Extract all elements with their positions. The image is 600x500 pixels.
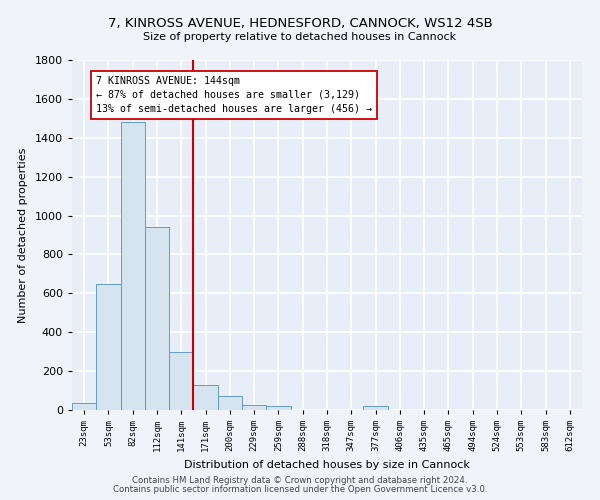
Bar xyxy=(145,227,169,410)
Text: Size of property relative to detached houses in Cannock: Size of property relative to detached ho… xyxy=(143,32,457,42)
Bar xyxy=(218,396,242,410)
Text: Contains public sector information licensed under the Open Government Licence v3: Contains public sector information licen… xyxy=(113,485,487,494)
Bar xyxy=(242,405,266,410)
Bar xyxy=(96,284,121,410)
Bar xyxy=(193,384,218,410)
Text: Contains HM Land Registry data © Crown copyright and database right 2024.: Contains HM Land Registry data © Crown c… xyxy=(132,476,468,485)
Bar xyxy=(266,406,290,410)
Y-axis label: Number of detached properties: Number of detached properties xyxy=(18,148,28,322)
X-axis label: Distribution of detached houses by size in Cannock: Distribution of detached houses by size … xyxy=(184,460,470,469)
Bar xyxy=(364,406,388,410)
Bar xyxy=(72,403,96,410)
Text: 7, KINROSS AVENUE, HEDNESFORD, CANNOCK, WS12 4SB: 7, KINROSS AVENUE, HEDNESFORD, CANNOCK, … xyxy=(107,18,493,30)
Bar xyxy=(121,122,145,410)
Bar xyxy=(169,352,193,410)
Text: 7 KINROSS AVENUE: 144sqm
← 87% of detached houses are smaller (3,129)
13% of sem: 7 KINROSS AVENUE: 144sqm ← 87% of detach… xyxy=(96,76,372,114)
